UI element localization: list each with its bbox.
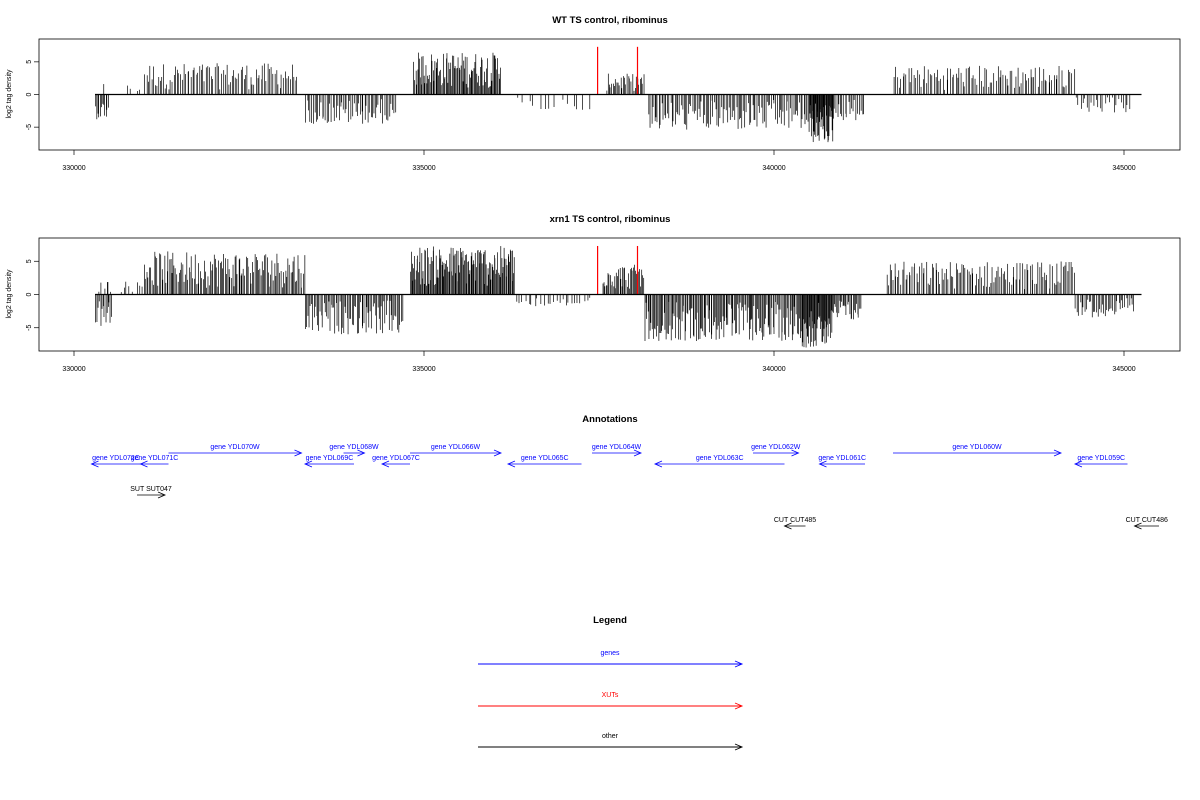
annotation-feature: gene YDL072C [90, 455, 141, 468]
density-bars-wt [95, 46, 1142, 143]
feature-arrowhead-icon [633, 449, 643, 457]
feature-label: gene YDL071C [131, 455, 179, 462]
y-tick-label: -5 [26, 325, 33, 331]
feature-label: CUT CUT485 [774, 517, 816, 524]
annotation-feature: gene YDL059C [1073, 455, 1128, 468]
feature-arrowhead-icon [157, 491, 167, 499]
feature-label: gene YDL065C [521, 455, 569, 462]
feature-label: gene YDL068W [329, 444, 379, 451]
y-tick-label: 0 [26, 292, 33, 296]
feature-arrowhead-icon [783, 522, 792, 530]
feature-label: gene YDL062W [751, 444, 801, 451]
feature-arrowhead-icon [303, 460, 313, 468]
density-bars-xrn1 [94, 245, 1142, 348]
legend-item-xuts: XUTs [478, 692, 744, 710]
feature-label: gene YDL061C [818, 455, 866, 462]
annotation-feature: gene YDL063C [653, 455, 785, 468]
y-axis-label-xrn1: log2 tag density [6, 269, 13, 319]
annotation-feature: gene YDL068W [329, 444, 379, 457]
feature-label: gene YDL059C [1077, 455, 1125, 462]
feature-label: gene YDL070W [210, 444, 260, 451]
annotation-feature: SUT SUT047 [130, 486, 172, 499]
feature-arrowhead-icon [791, 449, 800, 457]
annotation-feature: gene YDL061C [818, 455, 866, 468]
y-tick-label: 5 [26, 259, 33, 263]
feature-arrowhead-icon [653, 460, 663, 468]
annotation-feature: gene YDL060W [893, 444, 1063, 457]
feature-label: gene YDL066W [431, 444, 481, 451]
annotations-title: Annotations [582, 414, 637, 425]
feature-arrowhead-icon [1073, 460, 1083, 468]
annotation-feature: gene YDL064W [592, 444, 643, 457]
annotation-feature: gene YDL070W [168, 444, 303, 457]
annotation-feature: gene YDL067C [372, 455, 420, 468]
chart-title-wt: WT TS control, ribominus [552, 15, 668, 26]
y-axis-label-wt: log2 tag density [6, 69, 13, 119]
feature-label: gene YDL060W [952, 444, 1002, 451]
feature-label: gene YDL063C [696, 455, 744, 462]
y-tick-label: 5 [26, 60, 33, 64]
x-tick-label: 340000 [762, 165, 785, 172]
legend-arrowhead-icon [734, 743, 744, 751]
feature-arrowhead-icon [90, 460, 99, 468]
feature-arrowhead-icon [493, 449, 503, 457]
feature-arrowhead-icon [357, 449, 366, 457]
feature-arrowhead-icon [818, 460, 827, 468]
annotation-feature: gene YDL071C [131, 455, 179, 468]
annotation-feature: CUT CUT485 [774, 517, 816, 530]
chart-panel-wt: WT TS control, ribominus 330000 335000 340… [6, 15, 1181, 172]
chart-title-xrn1: xrn1 TS control, ribominus [550, 214, 671, 225]
axes-wt: 330000 335000 340000 345000 -5 0 5 [26, 60, 1136, 172]
legend-items: genes XUTs other [478, 650, 744, 751]
x-tick-label: 345000 [1112, 366, 1135, 373]
chart-panel-xrn1: xrn1 TS control, ribominus 330000 335000 3… [6, 214, 1181, 373]
x-tick-label: 345000 [1112, 165, 1135, 172]
legend-title: Legend [593, 615, 627, 626]
x-tick-label: 330000 [62, 165, 85, 172]
annotation-feature: CUT CUT486 [1126, 517, 1168, 530]
feature-arrowhead-icon [380, 460, 390, 468]
feature-label: gene YDL072C [92, 455, 140, 462]
legend-arrowhead-icon [734, 660, 744, 668]
legend-label: genes [600, 650, 620, 657]
annotation-feature: gene YDL066W [410, 444, 503, 457]
feature-arrowhead-icon [506, 460, 516, 468]
feature-arrowhead-icon [294, 449, 303, 457]
x-tick-label: 335000 [412, 165, 435, 172]
y-tick-label: 0 [26, 92, 33, 96]
feature-label: CUT CUT486 [1126, 517, 1168, 524]
feature-label: SUT SUT047 [130, 486, 172, 493]
legend-item-genes: genes [478, 650, 744, 668]
feature-label: gene YDL064W [592, 444, 642, 451]
y-tick-label: -5 [26, 124, 33, 130]
annotation-feature: gene YDL062W [751, 444, 801, 457]
feature-label: gene YDL069C [306, 455, 354, 462]
legend-arrowhead-icon [734, 702, 744, 710]
legend-label: XUTs [602, 692, 619, 699]
annotation-feature: gene YDL069C [303, 455, 354, 468]
x-tick-label: 330000 [62, 366, 85, 373]
feature-label: gene YDL067C [372, 455, 420, 462]
x-tick-label: 340000 [762, 366, 785, 373]
axes-xrn1: 330000 335000 340000 345000 -5 0 5 [26, 259, 1136, 373]
feature-arrowhead-icon [1053, 449, 1063, 457]
feature-arrowhead-icon [1133, 522, 1142, 530]
legend-item-other: other [478, 733, 744, 751]
feature-arrowhead-icon [139, 460, 148, 468]
annotation-feature: gene YDL065C [506, 455, 582, 468]
legend-panel: Legend genes XUTs other [478, 615, 744, 751]
x-tick-label: 335000 [412, 366, 435, 373]
legend-label: other [602, 733, 619, 740]
